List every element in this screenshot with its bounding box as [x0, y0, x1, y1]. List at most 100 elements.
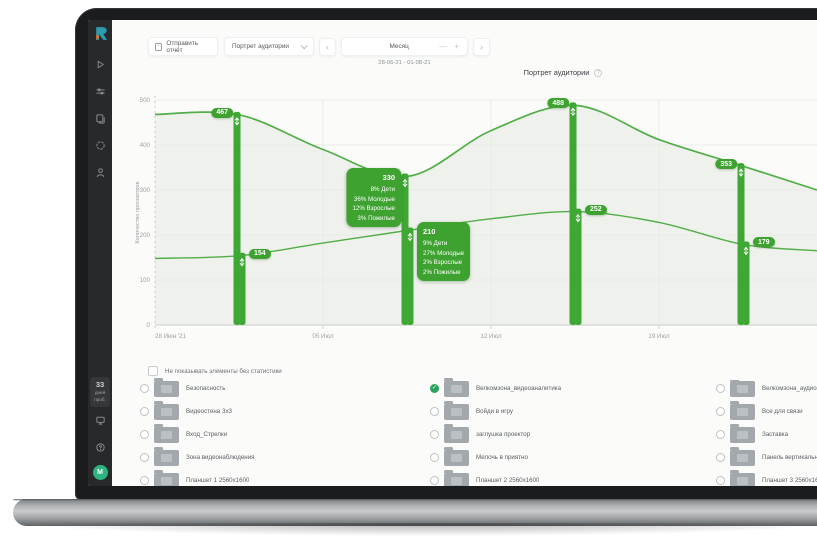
list-item[interactable]: Планшет 1 2560x1600 — [140, 469, 430, 486]
app-logo[interactable] — [93, 26, 108, 41]
demographics-tooltip: 330 8% Дети 36% Молодые 12% Взрослые 3% Пожи… — [346, 167, 401, 228]
demographics-tooltip: 210 9% Дети 27% Молодые 2% Взрослые 2% Пожил… — [417, 221, 471, 282]
svg-text:400: 400 — [140, 142, 151, 149]
item-label: Заставка — [762, 431, 789, 438]
item-checkbox[interactable]: ✓ — [430, 384, 439, 393]
value-bubble[interactable]: 467 — [211, 107, 233, 118]
list-item[interactable]: Зона видеонаблюдения — [140, 446, 430, 466]
list-item[interactable]: ✓ Велкомзона_видеоаналитика — [430, 377, 716, 397]
app-screen: 33 дней проб. М Отправить отчёт — [88, 20, 817, 486]
item-label: Вход_Стрелки — [186, 431, 228, 438]
user-avatar[interactable]: М — [92, 465, 108, 480]
svg-text:19 Июл: 19 Июл — [648, 333, 670, 340]
filters-icon[interactable] — [94, 85, 107, 98]
period-selector[interactable]: Месяц — + — [341, 37, 468, 56]
chart-bar[interactable] — [406, 227, 414, 326]
item-checkbox[interactable] — [716, 430, 725, 439]
item-label: Зона видеонаблюдения — [186, 454, 255, 461]
item-label: Планшет 2 2560x1600 — [476, 477, 540, 484]
chart-title-row: Портрет аудитории ? — [458, 68, 668, 77]
item-checkbox[interactable] — [430, 407, 439, 416]
chart-overlay: 467 330 8% Дети 36% Молодые 12% Взрослые 3% П… — [130, 88, 817, 345]
item-checkbox[interactable] — [140, 384, 149, 393]
item-checkbox[interactable] — [716, 453, 725, 462]
sidebar: 33 дней проб. М — [88, 20, 112, 486]
laptop-shadow — [34, 523, 817, 536]
value-bubble[interactable]: 154 — [249, 248, 271, 259]
list-item[interactable]: Планшет 2 2560x1600 — [430, 469, 716, 486]
item-checkbox[interactable] — [716, 476, 725, 485]
export-icon — [155, 42, 163, 51]
list-item[interactable]: Панель вертикальная внутр — [716, 446, 817, 466]
item-label: заглушка проектор — [476, 431, 531, 438]
chart-help-icon[interactable]: ? — [594, 68, 603, 77]
source-column: ✓ Велкомзона_видеоаналитика Войди в игру за… — [430, 377, 716, 486]
zoom-in-icon[interactable]: + — [454, 42, 459, 51]
chart-bar[interactable] — [238, 252, 246, 325]
svg-text:12 Июл: 12 Июл — [480, 333, 502, 340]
list-item[interactable]: Велкомзона_аудиоаналитика — [716, 380, 817, 397]
trial-days-badge[interactable]: 33 дней проб. — [90, 377, 110, 407]
main-content: Отправить отчёт Портрет аудитории ‹ Меся… — [112, 20, 817, 486]
svg-text:Количество просмотров: Количество просмотров — [135, 181, 141, 243]
item-checkbox[interactable] — [430, 453, 439, 462]
folder-thumbnail — [730, 469, 755, 486]
folder-thumbnail — [444, 377, 469, 397]
prev-period-button[interactable]: ‹ — [319, 38, 336, 56]
chart-bar[interactable] — [574, 208, 582, 325]
item-checkbox[interactable] — [430, 476, 439, 485]
loading-circle-icon[interactable] — [94, 139, 107, 152]
list-item[interactable]: Заставка — [716, 423, 817, 443]
folder-thumbnail — [444, 400, 469, 420]
user-icon[interactable] — [94, 166, 107, 179]
report-type-dropdown[interactable]: Портрет аудитории — [224, 37, 314, 56]
svg-text:100: 100 — [140, 277, 151, 284]
hide-no-stats-checkbox[interactable] — [148, 366, 158, 376]
list-item[interactable]: заглушка проектор — [430, 423, 716, 443]
pages-icon[interactable] — [94, 112, 107, 125]
play-icon[interactable] — [94, 58, 107, 71]
list-item[interactable]: Мелочь в приятно — [430, 446, 716, 466]
item-checkbox[interactable] — [716, 407, 725, 416]
list-item[interactable]: Все для связи — [716, 400, 817, 420]
folder-thumbnail — [730, 423, 755, 443]
laptop-screen-bezel: 33 дней проб. М Отправить отчёт — [75, 8, 817, 500]
value-bubble[interactable]: 353 — [715, 159, 737, 170]
svg-text:500: 500 — [140, 97, 151, 104]
item-checkbox[interactable] — [430, 430, 439, 439]
svg-text:0: 0 — [147, 322, 151, 329]
list-item[interactable]: Планшет 3 2560x1600 — [716, 469, 817, 486]
folder-thumbnail — [154, 400, 179, 420]
list-item[interactable]: Безопасность — [140, 377, 430, 397]
list-item[interactable]: Вход_Стрелки — [140, 423, 430, 443]
item-label: Велкомзона_видеоаналитика — [476, 385, 562, 392]
date-range-label: 28-06-21 - 01-08-21 — [378, 60, 431, 66]
svg-text:28 Июн '21: 28 Июн '21 — [155, 333, 186, 340]
folder-thumbnail — [154, 446, 179, 466]
svg-text:300: 300 — [140, 187, 151, 194]
folder-thumbnail — [154, 377, 179, 397]
zoom-out-icon[interactable]: — — [439, 42, 448, 51]
report-type-value: Портрет аудитории — [232, 43, 289, 50]
list-item[interactable]: Войди в игру — [430, 400, 716, 420]
item-label: Планшет 1 2560x1600 — [186, 477, 250, 484]
hide-no-stats-row[interactable]: Не показывать элементы без статистики — [148, 366, 282, 376]
list-item[interactable]: Видеостена 3x3 — [140, 400, 430, 420]
item-checkbox[interactable] — [140, 476, 149, 485]
item-label: Видеостена 3x3 — [186, 408, 232, 415]
chart-bar[interactable] — [742, 241, 750, 325]
help-icon[interactable] — [94, 441, 107, 454]
folder-thumbnail — [730, 380, 755, 397]
next-period-button[interactable]: › — [473, 38, 490, 56]
item-checkbox[interactable] — [140, 453, 149, 462]
display-icon[interactable] — [94, 414, 107, 427]
item-checkbox[interactable] — [716, 384, 725, 393]
item-checkbox[interactable] — [140, 430, 149, 439]
folder-thumbnail — [444, 469, 469, 486]
value-bubble[interactable]: 252 — [585, 204, 607, 215]
item-label: Планшет 3 2560x1600 — [762, 477, 817, 484]
item-checkbox[interactable] — [140, 407, 149, 416]
send-report-button[interactable]: Отправить отчёт — [148, 37, 218, 56]
value-bubble[interactable]: 179 — [753, 237, 775, 248]
value-bubble[interactable]: 488 — [547, 98, 569, 109]
